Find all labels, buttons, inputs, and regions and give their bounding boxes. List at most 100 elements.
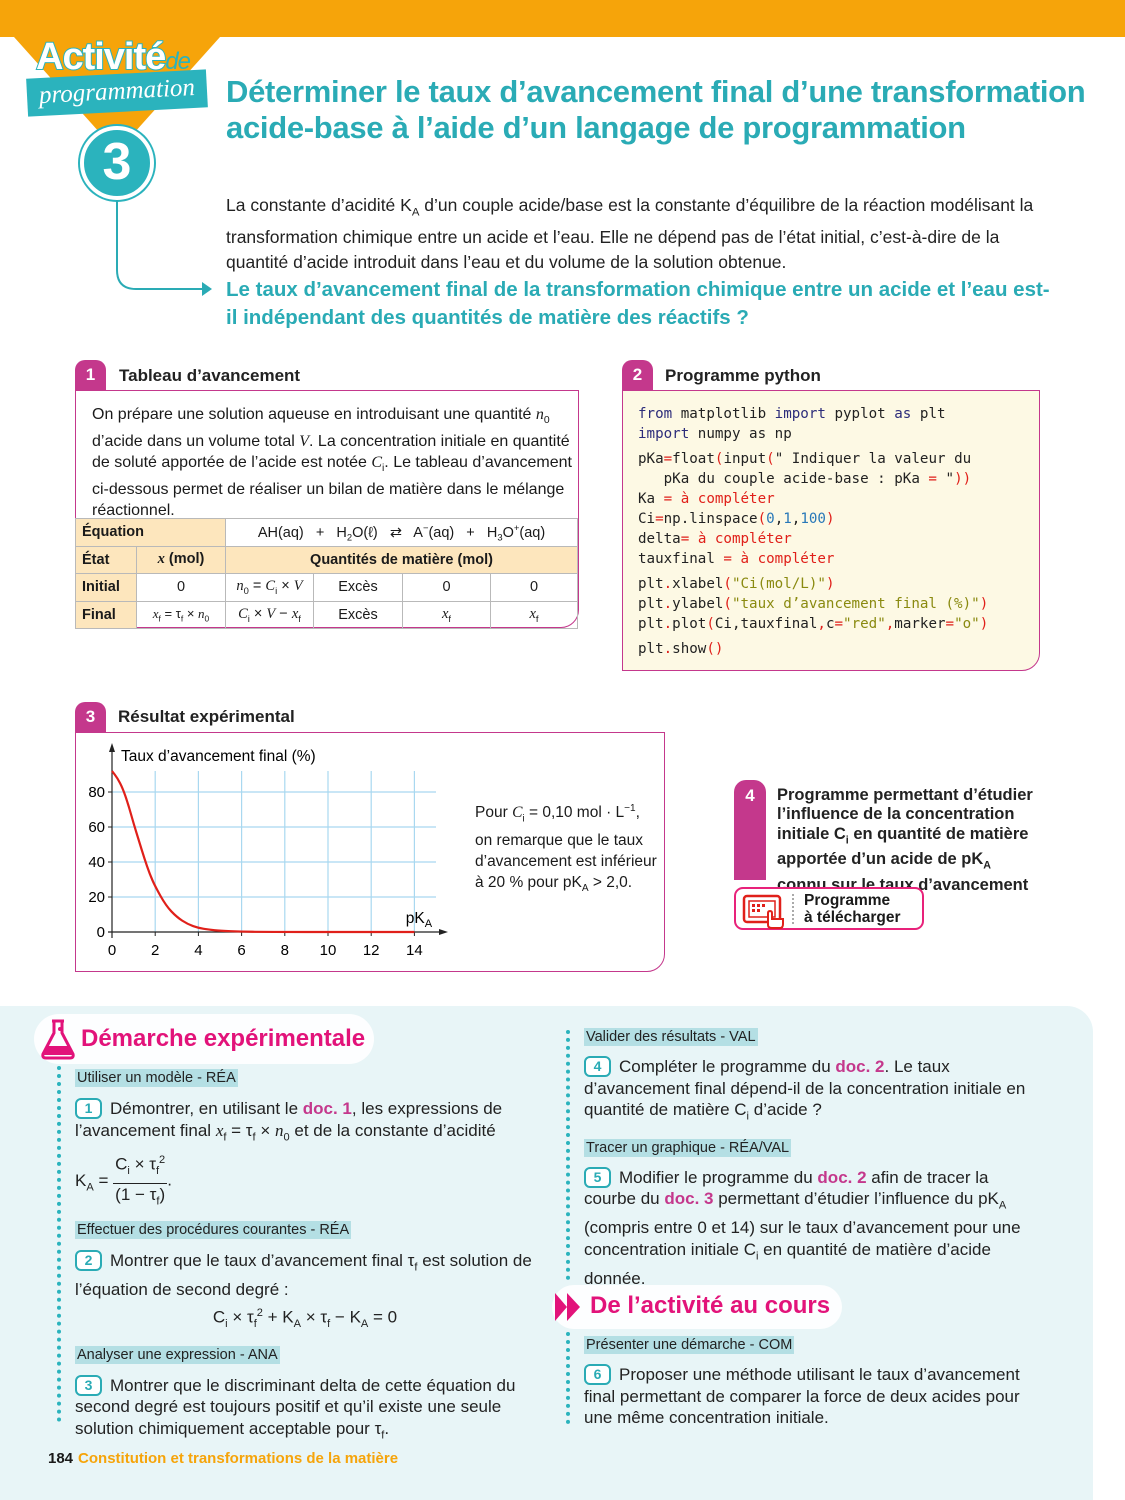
doc1-text: On prépare une solution aqueuse en intro… [92, 406, 572, 520]
text-fragment: C [265, 578, 276, 595]
download-program-button[interactable]: Programme à télécharger [734, 887, 924, 930]
x-label: x (mol) [136, 545, 226, 574]
experimental-chart: 0 2 4 6 8 10 12 14 0 20 40 60 80 Taux d’avancement fi… [88, 743, 448, 959]
text-fragment: f [381, 1429, 385, 1442]
table-cell: Excès [313, 573, 403, 602]
text-fragment: as [894, 406, 912, 422]
text-fragment: "red" [843, 616, 886, 632]
task-5: 5 Modifier le programme du doc. 2 afin de… [584, 1166, 1039, 1289]
text-fragment: A [581, 883, 589, 895]
text-fragment: 0 [283, 1130, 290, 1143]
touch-screen-icon [742, 894, 784, 929]
table-cell: 0 [136, 573, 226, 602]
text-fragment: i [755, 1250, 759, 1263]
row-state: Final [75, 600, 137, 629]
text-fragment: A [86, 1181, 94, 1194]
code-line: import numpy as np [638, 426, 792, 442]
table-row: Final xf = τf × n0 Ci × V − xf Excès xf … [75, 600, 578, 629]
text-fragment: doc. 2 [817, 1167, 867, 1187]
text-fragment: "Ci(mol/L)" [731, 576, 826, 592]
text-fragment: 2 [346, 531, 353, 543]
x-axis-arrow-icon [439, 929, 448, 935]
download-label: Programme à télécharger [804, 892, 901, 926]
text-fragment: f [155, 1165, 160, 1178]
skill-label: Tracer un graphique - RÉA/VAL [584, 1138, 792, 1157]
code-line: from matplotlib import pyplot as plt [638, 406, 946, 422]
text-fragment: i [746, 1110, 750, 1123]
task-number: 2 [75, 1249, 102, 1271]
text-fragment: f [414, 1261, 418, 1274]
heading-backdrop [34, 1014, 374, 1064]
text-fragment: 3 [497, 531, 503, 543]
page-number: 184 [48, 1450, 74, 1467]
python-code: from matplotlib import pyplot as plt impo… [638, 404, 988, 659]
text-fragment: f [252, 1130, 256, 1143]
task-number: 3 [75, 1374, 102, 1396]
text-fragment: A [411, 206, 420, 219]
arrow-connector-icon [116, 200, 212, 296]
text-fragment: f [158, 613, 161, 624]
intro-text: La constante d’acidité KA d’un couple ac… [226, 195, 1034, 272]
section-heading: De l’activité au cours [590, 1292, 831, 1319]
text-fragment: f [327, 1318, 331, 1331]
text-fragment: from [638, 406, 673, 422]
task-number: 5 [584, 1166, 611, 1188]
dotted-rule [566, 1332, 570, 1424]
text-fragment: x [441, 605, 449, 622]
text-fragment: A [983, 859, 992, 872]
text-fragment: , [885, 616, 895, 632]
text-fragment: x [157, 551, 165, 568]
formula-lhs: KA = [75, 1171, 109, 1194]
task-text: Montrer que le discriminant delta de cet… [75, 1375, 516, 1442]
text-fragment: 0 [543, 415, 550, 427]
doc-number: 4 [734, 780, 766, 880]
logo-word: de [165, 48, 191, 75]
fraction: Ci × τf2 (1 − τf) [113, 1150, 168, 1212]
text-fragment: "taux d’avancement final (%)" [731, 596, 980, 612]
double-chevron-icon [555, 1293, 580, 1321]
text-fragment: C [512, 804, 523, 822]
equation: Ci × τf2 + KA × τf − KA = 0 [212, 1307, 398, 1331]
equation-label: Équation [75, 518, 226, 547]
page-footer: 184 Constitution et transformations de la… [48, 1450, 398, 1467]
table-cell: xf = τf × n0 [136, 600, 226, 629]
text-fragment: 0 [204, 613, 210, 624]
text-fragment: doc. 1 [302, 1099, 352, 1118]
code-line: Ci=np.linspace(0,1,100) [638, 511, 835, 527]
text-fragment: . [663, 616, 673, 632]
text-fragment: 0 [243, 585, 249, 597]
skill-label: Effectuer des procédures courantes - RÉA [75, 1220, 352, 1239]
text-fragment: à compléter [740, 551, 835, 567]
text-fragment: import [774, 406, 826, 422]
task-1: 1 Démontrer, en utilisant le doc. 1, les … [75, 1098, 535, 1148]
skill-label: Utiliser un modèle - RÉA [75, 1069, 238, 1087]
code-line: tauxfinal = à compléter [638, 551, 835, 567]
task-6: 6 Proposer une méthode utilisant le taux … [584, 1364, 1039, 1429]
code-line: plt.show() [638, 641, 724, 657]
chapter-title: Constitution et transformations de la ma… [78, 1450, 399, 1467]
text-fragment: import [638, 426, 690, 442]
text-fragment: = [663, 491, 673, 507]
text-fragment: doc. 2 [835, 1057, 885, 1076]
doc-number: 3 [75, 702, 106, 732]
text-fragment: à compléter [697, 531, 792, 547]
task-group: Valider des résultats - VAL 4 Compléter l… [584, 1028, 1039, 1289]
text-fragment: "o" [954, 616, 980, 632]
text-fragment: i [522, 813, 525, 825]
x-tick-label: 8 [281, 942, 289, 959]
text-fragment: = [928, 471, 937, 487]
text-fragment: V [266, 605, 276, 622]
dotted-rule [566, 1030, 570, 1280]
table-cell: n0 = Ci × V [225, 573, 314, 602]
text-fragment: ( [723, 596, 732, 612]
text-fragment: A [293, 1318, 302, 1331]
divider [792, 894, 794, 924]
text-fragment: x [291, 605, 299, 622]
text-fragment: 2 [256, 1307, 263, 1320]
table-cell: Ci × V − xf [225, 600, 314, 629]
task-number: 4 [584, 1056, 611, 1077]
text-fragment: ( [714, 451, 724, 467]
text-fragment: n [198, 605, 205, 621]
text-fragment: f [253, 1318, 257, 1331]
code-line: pKa du couple acide-base : pKa = ")) [638, 471, 972, 487]
